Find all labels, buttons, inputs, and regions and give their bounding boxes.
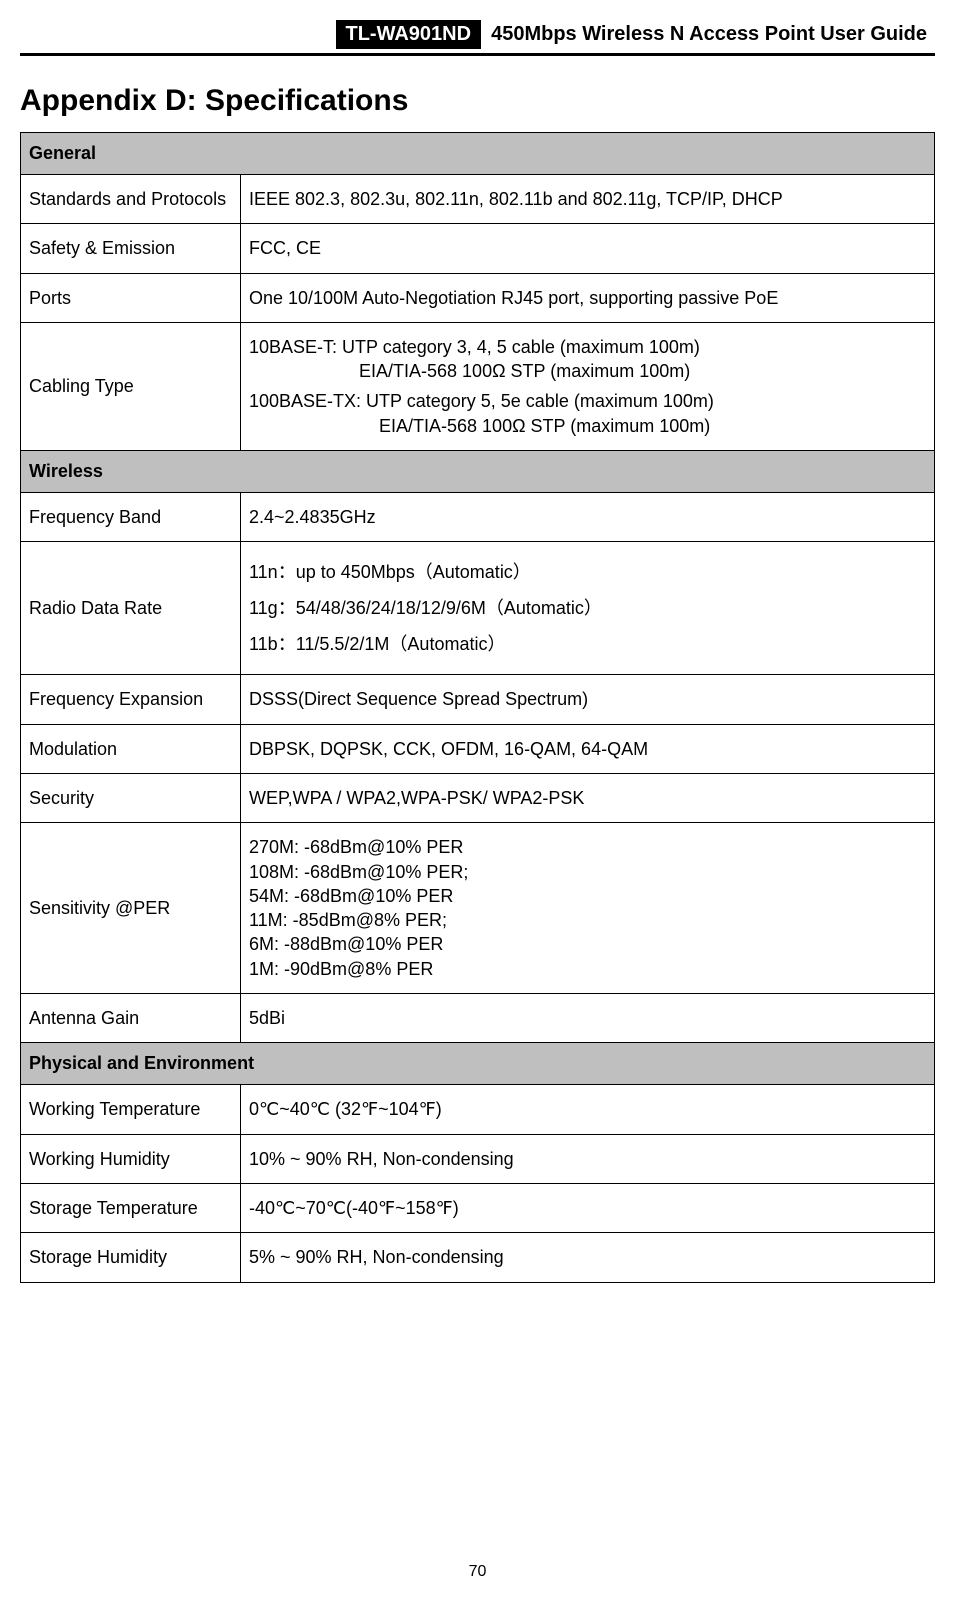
row-label: Modulation [21,724,241,773]
row-label: Storage Humidity [21,1233,241,1282]
row-value: 11n：up to 450Mbps（Automatic） 11g：54/48/3… [241,542,935,675]
table-row: Sensitivity @PER 270M: -68dBm@10% PER 10… [21,823,935,994]
rate-line: 11g：54/48/36/24/18/12/9/6M（Automatic） [249,590,926,626]
page-title: Appendix D: Specifications [20,84,935,118]
header-title: 450Mbps Wireless N Access Point User Gui… [491,23,927,46]
row-label: Frequency Expansion [21,675,241,724]
row-label: Security [21,773,241,822]
section-general: General [21,133,935,175]
table-row: Working Humidity 10% ~ 90% RH, Non-conde… [21,1134,935,1183]
cabling-line: 10BASE-T: UTP category 3, 4, 5 cable (ma… [249,337,700,357]
table-row: Storage Humidity 5% ~ 90% RH, Non-conden… [21,1233,935,1282]
model-badge: TL-WA901ND [336,20,482,49]
row-value: 5% ~ 90% RH, Non-condensing [241,1233,935,1282]
row-label: Radio Data Rate [21,542,241,675]
table-row: Frequency Expansion DSSS(Direct Sequence… [21,675,935,724]
sens-line: 54M: -68dBm@10% PER [249,884,926,908]
row-value: FCC, CE [241,224,935,273]
sens-line: 11M: -85dBm@8% PER; [249,908,926,932]
table-row: Radio Data Rate 11n：up to 450Mbps（Automa… [21,542,935,675]
cabling-line: EIA/TIA-568 100Ω STP (maximum 100m) [249,359,926,383]
row-label: Ports [21,273,241,322]
row-value: 270M: -68dBm@10% PER 108M: -68dBm@10% PE… [241,823,935,994]
row-value: 10% ~ 90% RH, Non-condensing [241,1134,935,1183]
specifications-table: General Standards and Protocols IEEE 802… [20,132,935,1283]
row-value: One 10/100M Auto-Negotiation RJ45 port, … [241,273,935,322]
row-label: Antenna Gain [21,994,241,1043]
rate-line: 11n：up to 450Mbps（Automatic） [249,554,926,590]
rate-line: 11b：11/5.5/2/1M（Automatic） [249,626,926,662]
row-label: Working Humidity [21,1134,241,1183]
table-row: Standards and Protocols IEEE 802.3, 802.… [21,175,935,224]
row-label: Standards and Protocols [21,175,241,224]
header-rule [20,53,935,56]
row-label: Safety & Emission [21,224,241,273]
page-number: 70 [20,1563,935,1601]
row-label: Cabling Type [21,322,241,450]
table-row: Modulation DBPSK, DQPSK, CCK, OFDM, 16-Q… [21,724,935,773]
row-value: WEP,WPA / WPA2,WPA-PSK/ WPA2-PSK [241,773,935,822]
row-label: Working Temperature [21,1085,241,1134]
table-row: Working Temperature 0℃~40℃ (32℉~104℉) [21,1085,935,1134]
section-physical: Physical and Environment [21,1043,935,1085]
row-value: 2.4~2.4835GHz [241,493,935,542]
row-value: 10BASE-T: UTP category 3, 4, 5 cable (ma… [241,322,935,450]
row-value: IEEE 802.3, 802.3u, 802.11n, 802.11b and… [241,175,935,224]
row-label: Sensitivity @PER [21,823,241,994]
cabling-line: 100BASE-TX: UTP category 5, 5e cable (ma… [249,389,926,413]
sens-line: 270M: -68dBm@10% PER [249,835,926,859]
row-value: 0℃~40℃ (32℉~104℉) [241,1085,935,1134]
sens-line: 1M: -90dBm@8% PER [249,957,926,981]
table-row: Ports One 10/100M Auto-Negotiation RJ45 … [21,273,935,322]
table-row: Safety & Emission FCC, CE [21,224,935,273]
row-value: DBPSK, DQPSK, CCK, OFDM, 16-QAM, 64-QAM [241,724,935,773]
sens-line: 108M: -68dBm@10% PER; [249,860,926,884]
table-row: Security WEP,WPA / WPA2,WPA-PSK/ WPA2-PS… [21,773,935,822]
row-label: Frequency Band [21,493,241,542]
row-value: -40℃~70℃(-40℉~158℉) [241,1183,935,1232]
row-value: 5dBi [241,994,935,1043]
section-wireless: Wireless [21,451,935,493]
table-row: Frequency Band 2.4~2.4835GHz [21,493,935,542]
table-row: Storage Temperature -40℃~70℃(-40℉~158℉) [21,1183,935,1232]
table-row: Antenna Gain 5dBi [21,994,935,1043]
row-value: DSSS(Direct Sequence Spread Spectrum) [241,675,935,724]
document-header: TL-WA901ND 450Mbps Wireless N Access Poi… [20,20,935,56]
table-row: Cabling Type 10BASE-T: UTP category 3, 4… [21,322,935,450]
row-label: Storage Temperature [21,1183,241,1232]
sens-line: 6M: -88dBm@10% PER [249,932,926,956]
cabling-line: EIA/TIA-568 100Ω STP (maximum 100m) [249,414,926,438]
